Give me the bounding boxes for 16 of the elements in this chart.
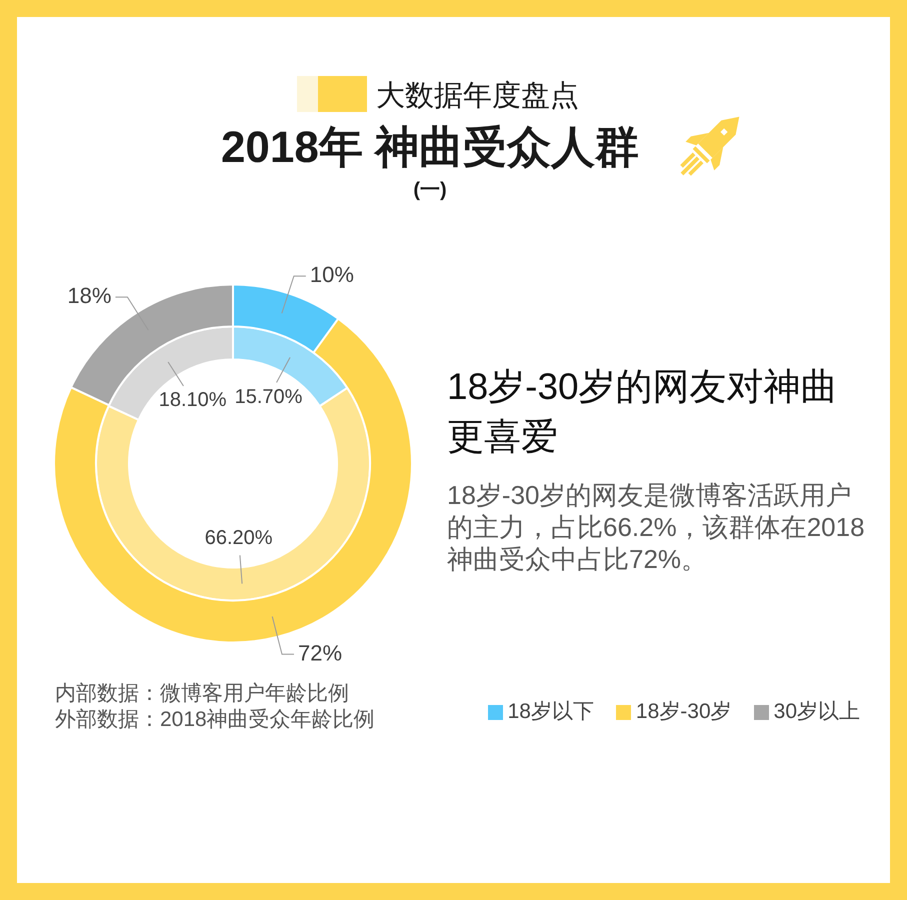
text: 内部数据：微博客用户年龄比例 — [55, 681, 349, 707]
legend-label: 30岁以上 — [774, 699, 860, 725]
text: 18岁-30岁的网友对神曲更喜爱 — [447, 365, 839, 459]
data-label: 18.10% — [158, 388, 227, 411]
data-label: 18% — [67, 283, 112, 308]
data-label: 10% — [310, 262, 354, 288]
chart-subtitle: (一) — [412, 178, 448, 203]
legend-label: 18岁-30岁 — [636, 699, 732, 725]
text: 18岁-30岁的网友是微博客活跃用户的主力，占比66.2%，该群体在2018神曲受众中占比72%。 — [447, 479, 866, 575]
data-label: 72% — [298, 640, 342, 666]
text: 外部数据：2018神曲受众年龄比例 — [55, 707, 375, 733]
data-label: 66.20% — [204, 526, 273, 549]
text: 大数据年度盘点 — [376, 79, 579, 114]
data-label: 15.70% — [234, 386, 303, 408]
chart-title: 2018年 神曲受众人群 — [220, 122, 640, 174]
legend-label: 18岁以下 — [508, 699, 594, 725]
